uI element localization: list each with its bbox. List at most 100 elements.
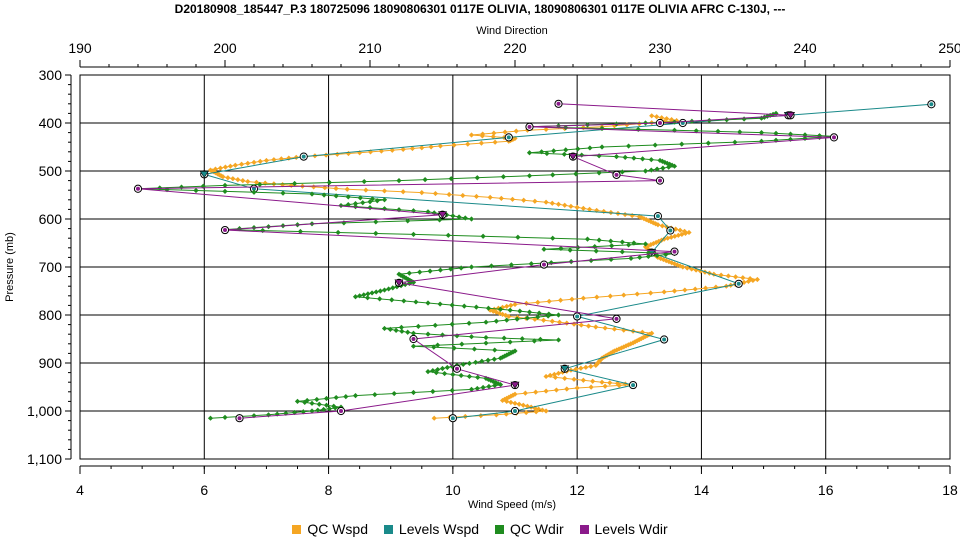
- data-point: [302, 399, 308, 405]
- data-point: [602, 325, 608, 331]
- data-point: [311, 184, 317, 190]
- legend-item-levels-wdir[interactable]: Levels Wdir: [579, 521, 668, 537]
- level-point: [575, 314, 580, 319]
- data-point: [642, 168, 649, 174]
- data-point: [692, 286, 698, 292]
- data-point: [546, 311, 552, 317]
- legend-item-qc-wspd[interactable]: QC Wspd: [292, 521, 368, 537]
- legend-item-levels-wspd[interactable]: Levels Wspd: [383, 521, 479, 537]
- data-point: [578, 365, 584, 371]
- data-point: [297, 228, 303, 235]
- data-point: [502, 353, 508, 359]
- tick-label-bottom: 4: [76, 482, 84, 498]
- data-point: [639, 329, 645, 335]
- data-point: [740, 275, 746, 281]
- data-point: [193, 187, 199, 194]
- data-point: [486, 383, 492, 390]
- data-point: [459, 341, 465, 347]
- tick-label-left: 800: [39, 307, 63, 323]
- data-point: [578, 322, 584, 328]
- data-point: [240, 178, 246, 184]
- data-point: [360, 200, 366, 206]
- data-point: [490, 134, 496, 140]
- data-point: [373, 219, 379, 225]
- data-point: [479, 358, 485, 364]
- legend-label: Levels Wdir: [594, 521, 668, 537]
- data-point: [333, 394, 339, 401]
- data-point: [449, 321, 455, 327]
- data-point: [655, 254, 661, 260]
- data-point: [654, 252, 660, 259]
- data-point: [361, 178, 367, 185]
- tick-label-bottom: 12: [569, 482, 585, 498]
- data-point: [451, 142, 457, 148]
- data-point: [545, 313, 551, 319]
- data-point: [648, 157, 654, 163]
- data-point: [661, 119, 667, 125]
- data-point: [569, 296, 575, 302]
- data-point: [387, 326, 393, 332]
- data-point: [492, 382, 498, 389]
- data-point: [659, 223, 665, 229]
- data-point: [588, 363, 594, 369]
- tick-label-top: 210: [358, 40, 382, 56]
- data-point: [541, 246, 547, 252]
- data-point: [468, 264, 475, 270]
- data-point: [550, 172, 556, 178]
- data-point: [693, 267, 699, 273]
- data-point: [263, 157, 270, 164]
- data-point: [552, 374, 558, 380]
- data-point: [251, 159, 257, 165]
- data-point: [741, 279, 747, 285]
- data-point: [251, 189, 257, 195]
- data-point: [406, 280, 412, 287]
- data-point: [650, 240, 657, 247]
- level-point: [455, 366, 459, 371]
- data-point: [422, 177, 428, 183]
- data-point: [507, 339, 513, 345]
- data-point: [357, 293, 363, 299]
- data-point: [386, 286, 392, 292]
- data-point: [381, 287, 388, 293]
- data-point: [549, 200, 555, 206]
- data-point: [516, 401, 522, 407]
- data-point: [406, 270, 412, 276]
- data-point: [235, 177, 241, 183]
- data-point: [373, 289, 379, 295]
- data-point: [503, 312, 509, 318]
- data-point: [450, 213, 456, 219]
- top-axis-label: Wind Direction: [476, 25, 548, 37]
- data-point: [409, 145, 416, 152]
- data-point: [745, 278, 752, 284]
- data-point: [610, 349, 616, 355]
- level-point: [223, 228, 227, 233]
- data-point: [556, 319, 563, 325]
- data-point: [381, 197, 388, 203]
- data-point: [506, 313, 512, 320]
- data-point: [619, 169, 625, 175]
- data-point: [509, 196, 516, 202]
- tick-label-bottom: 18: [942, 482, 958, 498]
- data-point: [621, 292, 627, 298]
- data-point: [322, 185, 328, 191]
- data-point: [647, 331, 653, 337]
- data-point: [636, 214, 642, 220]
- legend-item-qc-wdir[interactable]: QC Wdir: [494, 521, 564, 537]
- data-point: [628, 341, 634, 347]
- data-point: [483, 340, 489, 346]
- data-point: [515, 234, 521, 240]
- data-point: [562, 375, 568, 381]
- data-point: [543, 373, 549, 380]
- data-point: [508, 399, 514, 405]
- data-point: [466, 320, 472, 326]
- data-point: [499, 354, 506, 360]
- data-point: [641, 216, 647, 222]
- data-point: [654, 166, 660, 172]
- data-point: [604, 352, 610, 358]
- data-point: [611, 326, 618, 332]
- data-point: [732, 139, 738, 145]
- data-point: [357, 195, 363, 201]
- data-point: [652, 221, 659, 227]
- data-point: [399, 328, 405, 334]
- data-point: [567, 247, 573, 253]
